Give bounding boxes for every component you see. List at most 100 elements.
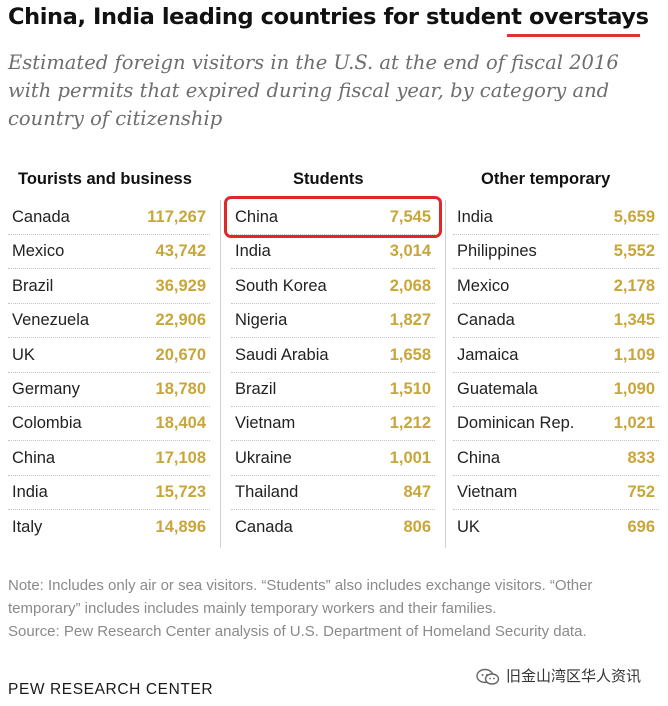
column-header: Tourists and business bbox=[18, 170, 192, 188]
value-label: 1,109 bbox=[613, 345, 655, 364]
country-label: Canada bbox=[457, 311, 515, 330]
country-label: Germany bbox=[12, 380, 80, 398]
country-label: Mexico bbox=[12, 242, 65, 261]
country-label: Canada bbox=[235, 517, 293, 536]
table-row: Mexico 43,742 bbox=[8, 234, 210, 270]
value-label: 17,108 bbox=[155, 448, 206, 467]
table-row: Canada 117,267 bbox=[8, 200, 210, 235]
table-row: India 5,659 bbox=[453, 200, 659, 235]
country-label: China bbox=[457, 448, 501, 467]
country-label: India bbox=[12, 483, 48, 502]
table-row: Vietnam 752 bbox=[453, 475, 659, 511]
table-row: China 833 bbox=[453, 441, 659, 476]
value-label: 696 bbox=[627, 517, 655, 536]
country-label: China bbox=[235, 208, 279, 226]
table-row: Thailand 847 bbox=[231, 475, 435, 511]
value-label: 752 bbox=[627, 483, 655, 502]
table-row: UK 20,670 bbox=[8, 338, 210, 373]
table-row: Nigeria 1,827 bbox=[231, 303, 435, 339]
value-label: 18,404 bbox=[155, 414, 206, 433]
wechat-icon bbox=[476, 668, 500, 685]
value-label: 22,906 bbox=[155, 311, 206, 330]
table-row: South Korea 2,068 bbox=[231, 269, 435, 304]
footer-brand: PEW RESEARCH CENTER bbox=[8, 681, 214, 698]
table-column: Students China 7,545 India 3,014 South Korea 2… bbox=[231, 166, 435, 556]
country-label: Italy bbox=[12, 517, 43, 536]
table-row: China 17,108 bbox=[8, 441, 210, 476]
country-label: Guatemala bbox=[457, 380, 538, 398]
value-label: 833 bbox=[627, 448, 655, 467]
value-label: 847 bbox=[403, 483, 431, 502]
value-label: 117,267 bbox=[147, 208, 206, 226]
country-label: Colombia bbox=[12, 414, 82, 433]
value-label: 5,659 bbox=[613, 208, 655, 226]
country-label: Jamaica bbox=[457, 345, 519, 364]
table-row: Italy 14,896 bbox=[8, 510, 210, 544]
value-label: 15,723 bbox=[155, 483, 206, 502]
table-row: Philippines 5,552 bbox=[453, 234, 659, 270]
table-row: Canada 806 bbox=[231, 510, 435, 544]
column-divider bbox=[220, 200, 221, 548]
chart-note: Note: Includes only air or sea visitors.… bbox=[8, 574, 664, 643]
country-label: Mexico bbox=[457, 276, 510, 295]
value-label: 36,929 bbox=[155, 276, 206, 295]
country-label: Brazil bbox=[12, 276, 54, 295]
value-label: 1,021 bbox=[613, 414, 655, 433]
value-label: 2,068 bbox=[389, 276, 431, 295]
table-row: India 3,014 bbox=[231, 234, 435, 270]
table-row: Jamaica 1,109 bbox=[453, 338, 659, 373]
table-row: Mexico 2,178 bbox=[453, 269, 659, 304]
table-row: Colombia 18,404 bbox=[8, 406, 210, 442]
country-label: Philippines bbox=[457, 242, 537, 261]
value-label: 7,545 bbox=[389, 208, 431, 226]
country-label: Thailand bbox=[235, 483, 299, 502]
chart-subtitle: Estimated foreign visitors in the U.S. a… bbox=[8, 51, 619, 130]
value-label: 5,552 bbox=[613, 242, 655, 261]
value-label: 1,001 bbox=[389, 448, 431, 467]
table-row: Saudi Arabia 1,658 bbox=[231, 338, 435, 373]
value-label: 1,212 bbox=[389, 414, 431, 433]
table-row: China 7,545 bbox=[231, 200, 435, 235]
note-text: Note: Includes only air or sea visitors.… bbox=[8, 577, 593, 617]
value-label: 1,510 bbox=[389, 380, 431, 398]
country-label: India bbox=[457, 208, 493, 226]
source-text: Source: Pew Research Center analysis of … bbox=[8, 623, 587, 640]
table-row: Guatemala 1,090 bbox=[453, 372, 659, 407]
table-row: Dominican Rep. 1,021 bbox=[453, 406, 659, 442]
table-row: Vietnam 1,212 bbox=[231, 406, 435, 442]
title-highlight-underline bbox=[507, 34, 640, 37]
column-header: Other temporary bbox=[481, 170, 611, 188]
column-header: Students bbox=[293, 170, 364, 188]
value-label: 806 bbox=[403, 517, 431, 536]
country-label: Ukraine bbox=[235, 448, 292, 467]
country-label: Venezuela bbox=[12, 311, 90, 330]
country-label: China bbox=[12, 448, 56, 467]
table-row: Brazil 1,510 bbox=[231, 372, 435, 407]
table-row: Germany 18,780 bbox=[8, 372, 210, 407]
value-label: 43,742 bbox=[155, 242, 206, 261]
table-row: Canada 1,345 bbox=[453, 303, 659, 339]
country-label: Brazil bbox=[235, 380, 277, 398]
watermark-text: 旧金山湾区华人资讯 bbox=[506, 668, 642, 685]
highlight-box-students-china bbox=[224, 196, 442, 238]
table-column: Other temporary India 5,659 Philippines 5,55… bbox=[453, 166, 659, 556]
value-label: 1,658 bbox=[389, 345, 431, 364]
watermark: 旧金山湾区华人资讯 bbox=[476, 664, 641, 690]
table-row: Ukraine 1,001 bbox=[231, 441, 435, 476]
table-row: Venezuela 22,906 bbox=[8, 303, 210, 339]
table-row: UK 696 bbox=[453, 510, 659, 544]
value-label: 20,670 bbox=[155, 345, 206, 364]
chart-title: China, India leading countries for stude… bbox=[8, 4, 649, 30]
table-column: Tourists and business Canada 117,267 Mexico… bbox=[8, 166, 210, 556]
country-label: Canada bbox=[12, 208, 70, 226]
value-label: 1,345 bbox=[613, 311, 655, 330]
country-label: South Korea bbox=[235, 276, 327, 295]
value-label: 14,896 bbox=[155, 517, 206, 536]
country-label: UK bbox=[12, 345, 35, 364]
country-label: Nigeria bbox=[235, 311, 288, 330]
value-label: 3,014 bbox=[389, 242, 431, 261]
value-label: 1,827 bbox=[389, 311, 431, 330]
value-label: 1,090 bbox=[613, 380, 655, 398]
country-label: Dominican Rep. bbox=[457, 414, 575, 433]
country-label: Saudi Arabia bbox=[235, 345, 329, 364]
